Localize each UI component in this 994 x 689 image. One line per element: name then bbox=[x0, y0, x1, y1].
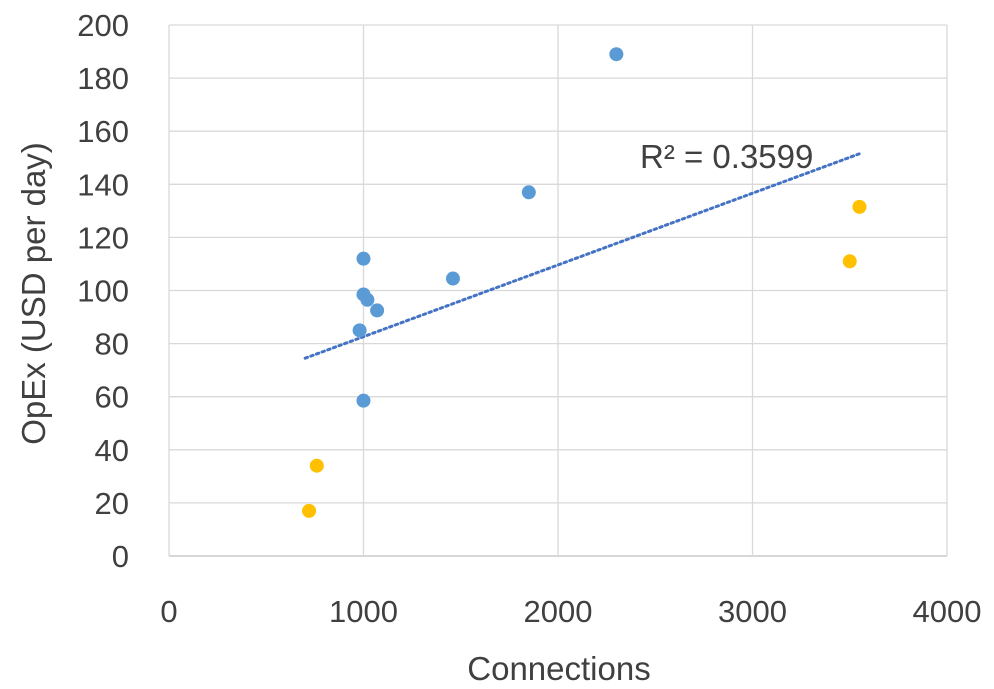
data-point bbox=[360, 292, 375, 307]
y-tick-label: 20 bbox=[95, 486, 129, 521]
trendline-layer bbox=[303, 152, 861, 360]
x-tick-label: 4000 bbox=[913, 594, 982, 629]
gridlines bbox=[168, 24, 948, 557]
y-tick-label: 200 bbox=[77, 8, 129, 43]
data-point bbox=[356, 251, 371, 266]
y-tick-label: 100 bbox=[77, 274, 129, 309]
data-point bbox=[352, 323, 367, 338]
trendline bbox=[303, 152, 861, 360]
data-point bbox=[302, 503, 317, 518]
x-axis-title: Connections bbox=[467, 650, 650, 687]
x-tick-label: 1000 bbox=[329, 594, 398, 629]
x-tick-label: 2000 bbox=[524, 594, 593, 629]
r-squared-label: R² = 0.3599 bbox=[640, 138, 813, 175]
data-point bbox=[309, 458, 324, 473]
y-tick-label: 140 bbox=[77, 167, 129, 202]
data-point bbox=[370, 303, 385, 318]
y-tick-label: 60 bbox=[95, 380, 129, 415]
data-point bbox=[609, 47, 624, 62]
data-point bbox=[521, 185, 536, 200]
data-points bbox=[302, 47, 867, 518]
y-tick-label: 160 bbox=[77, 114, 129, 149]
y-axis-title: OpEx (USD per day) bbox=[15, 142, 52, 445]
data-point bbox=[356, 393, 371, 408]
y-tick-label: 80 bbox=[95, 327, 129, 362]
data-point bbox=[445, 271, 460, 286]
y-tick-label: 0 bbox=[112, 539, 129, 574]
data-point bbox=[852, 199, 867, 214]
x-tick-label: 3000 bbox=[718, 594, 787, 629]
y-tick-label: 40 bbox=[95, 433, 129, 468]
y-tick-label: 180 bbox=[77, 61, 129, 96]
x-tick-label: 0 bbox=[160, 594, 177, 629]
data-point bbox=[842, 254, 857, 269]
y-tick-label: 120 bbox=[77, 220, 129, 255]
